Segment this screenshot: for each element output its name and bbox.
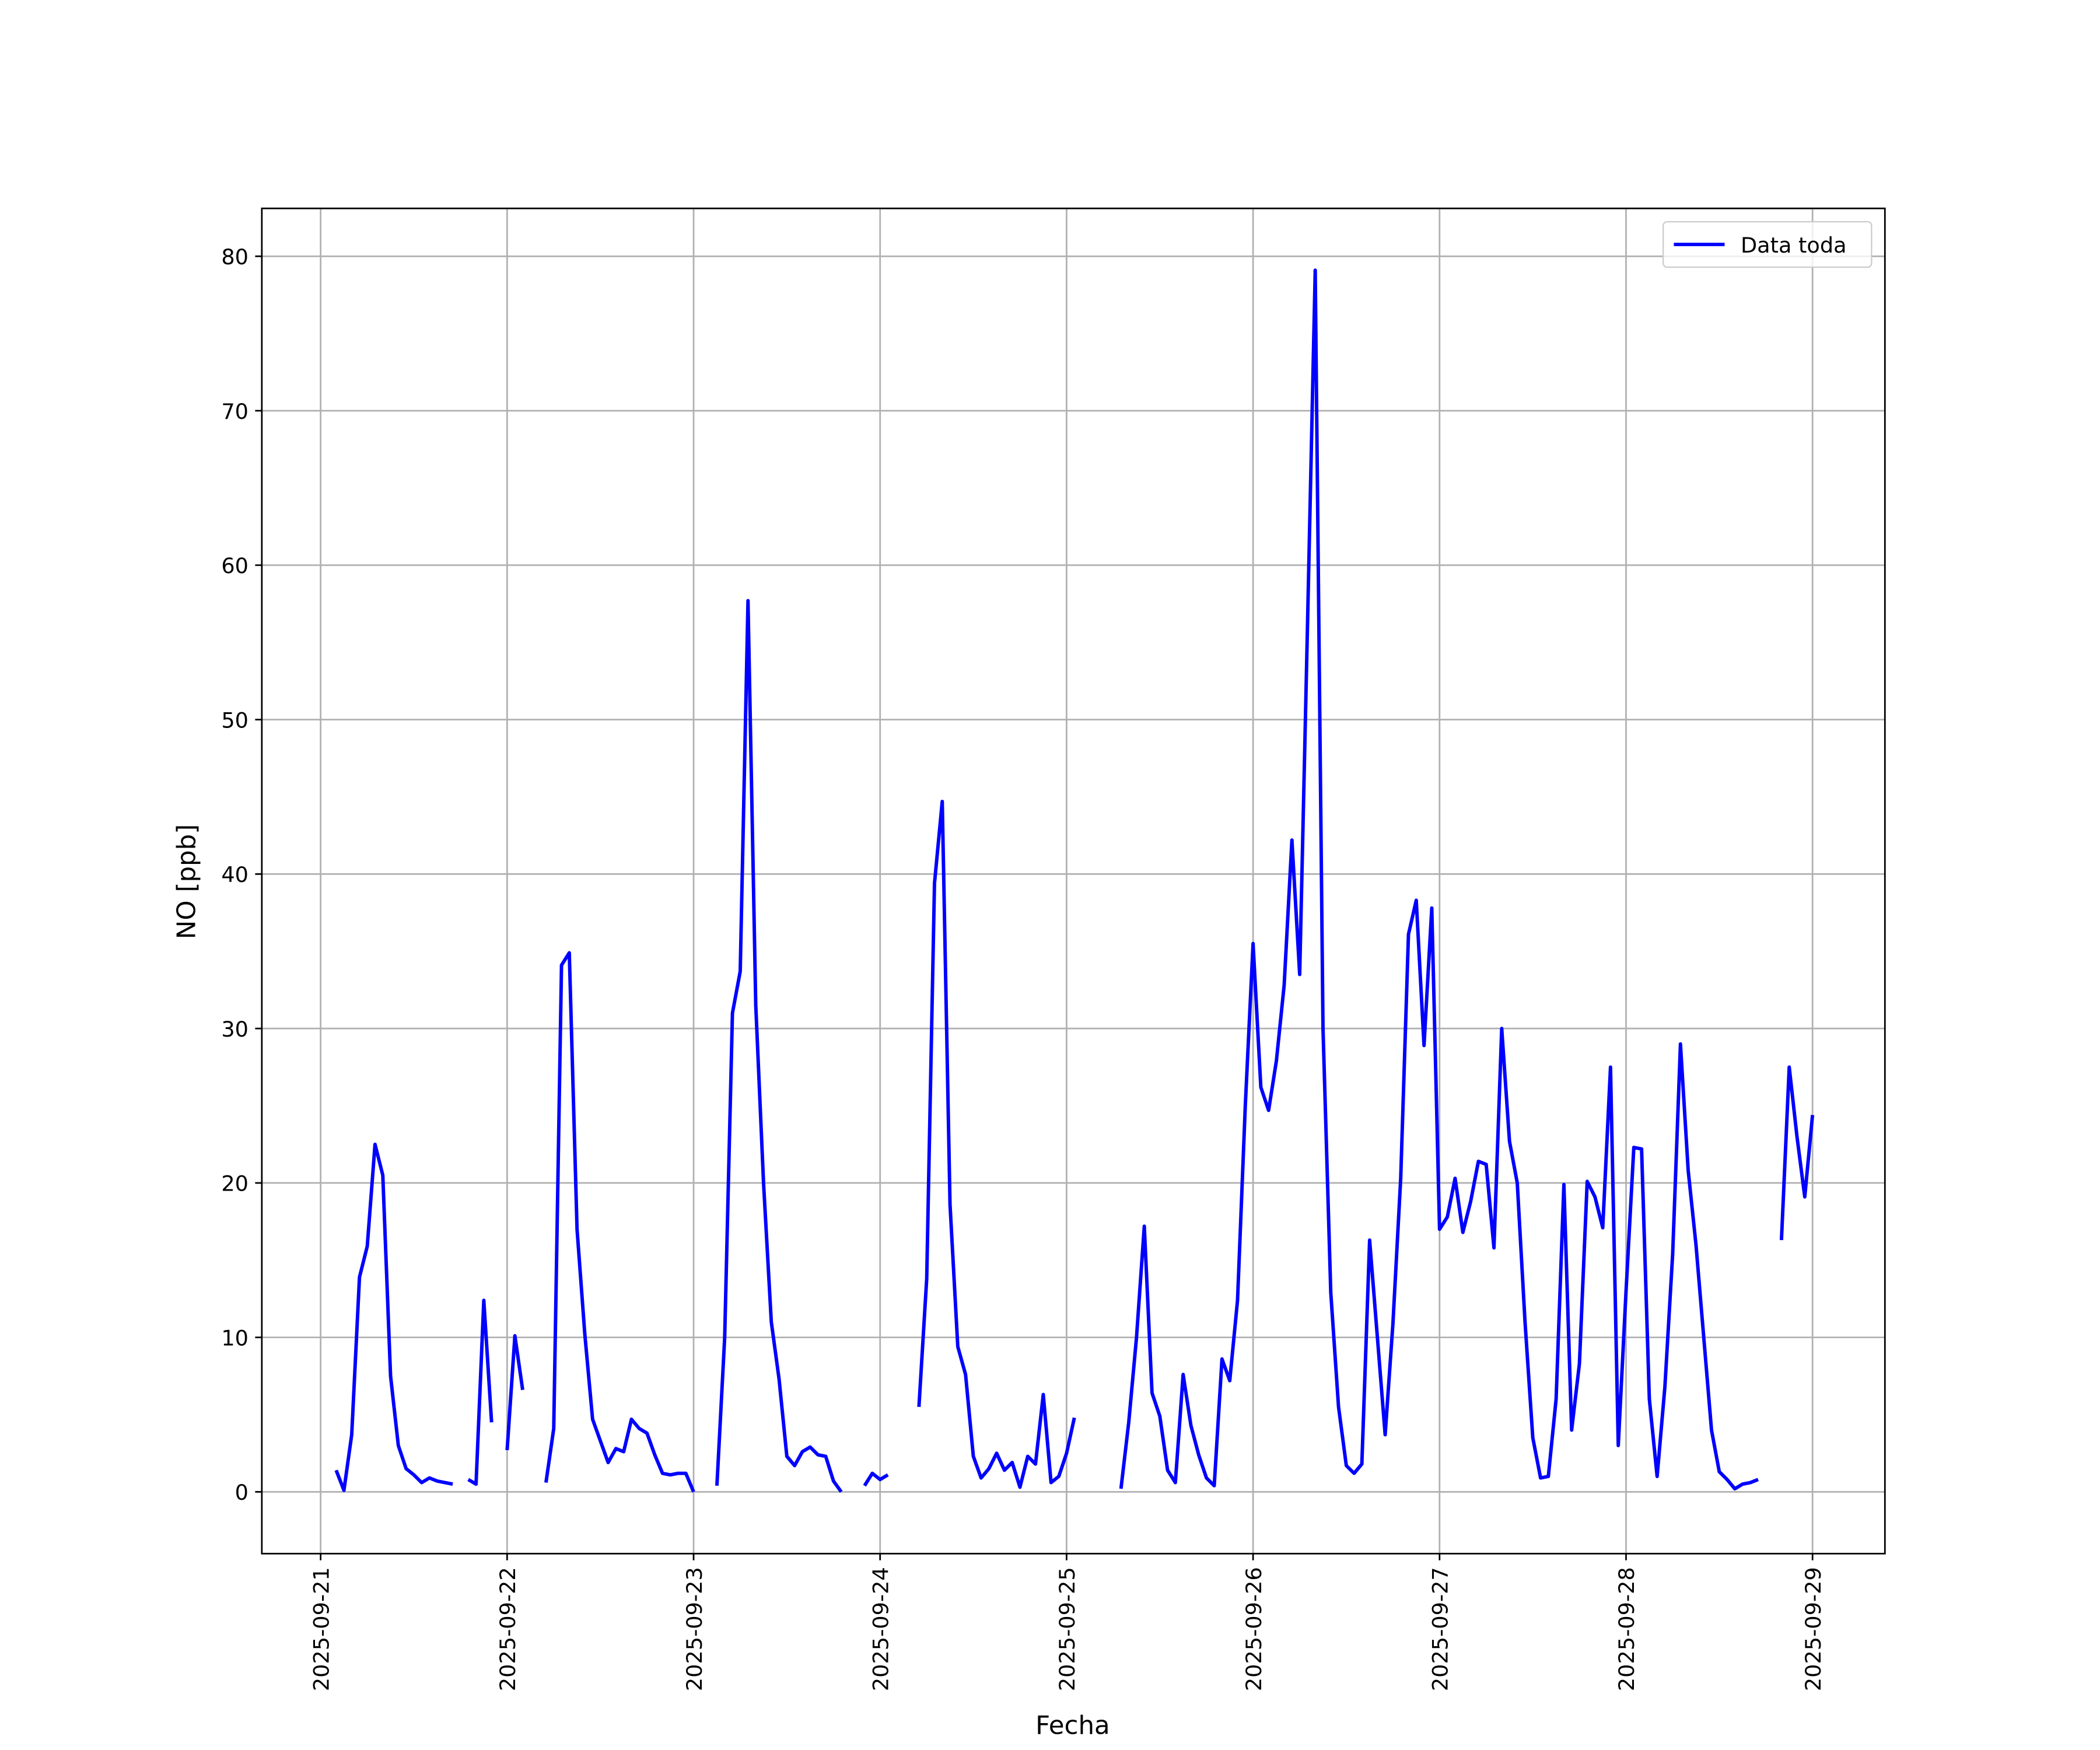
y-tick-label: 50	[221, 708, 249, 733]
y-axis-label: NO [ppb]	[172, 824, 201, 939]
x-tick-label: 2025-09-26	[1241, 1567, 1266, 1691]
x-tick-label: 2025-09-28	[1614, 1567, 1639, 1691]
x-axis-label: Fecha	[1035, 1712, 1110, 1741]
x-tick-label: 2025-09-23	[682, 1567, 707, 1691]
plot-frame	[261, 207, 1886, 1555]
grid	[261, 208, 1885, 1554]
x-tick-label: 2025-09-22	[495, 1567, 520, 1691]
legend-label: Data toda	[1741, 233, 1847, 258]
x-tick-label: 2025-09-29	[1801, 1567, 1826, 1691]
plot-lines	[334, 268, 1815, 1493]
y-tick-label: 20	[221, 1171, 249, 1196]
x-tick-label: 2025-09-25	[1055, 1567, 1080, 1691]
y-tick-label: 70	[221, 399, 249, 424]
y-tick-label: 0	[235, 1480, 249, 1505]
x-tick-label: 2025-09-24	[868, 1567, 893, 1691]
y-tick-label: 80	[221, 244, 249, 270]
x-tick-label: 2025-09-21	[309, 1567, 334, 1691]
y-tick-label: 40	[221, 862, 249, 887]
legend: Data toda	[1662, 221, 1873, 268]
y-tick-label: 60	[221, 554, 249, 579]
ticks: 0 10 20 30 40 50 60 70 80 2025-09-21 2025-09-22 202…	[221, 244, 1826, 1691]
y-tick-label: 10	[221, 1325, 249, 1350]
data-line	[334, 268, 1815, 1493]
x-tick-label: 2025-09-27	[1428, 1567, 1453, 1691]
y-tick-label: 30	[221, 1017, 249, 1042]
legend-box	[1662, 221, 1873, 268]
